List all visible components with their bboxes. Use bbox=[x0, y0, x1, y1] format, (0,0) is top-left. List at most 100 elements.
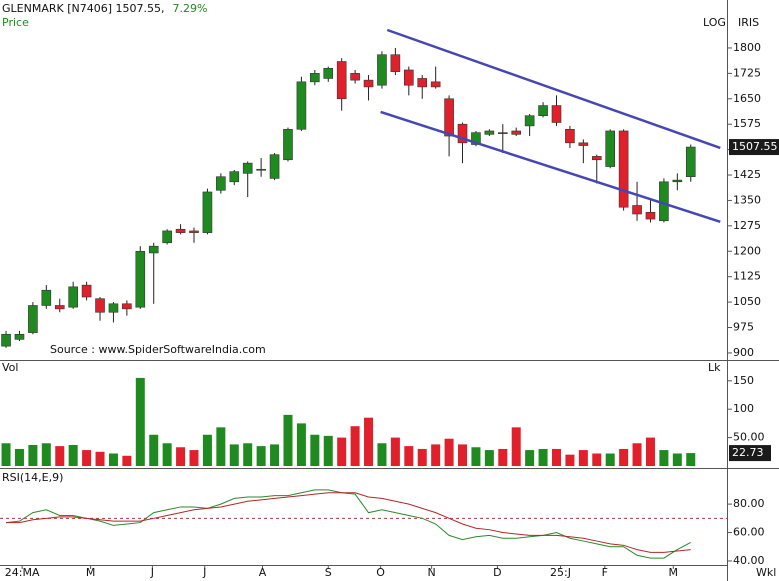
candle-body bbox=[14, 333, 25, 340]
volume-bar bbox=[404, 446, 414, 466]
candle-body bbox=[122, 303, 132, 310]
candle-body bbox=[430, 81, 441, 88]
candle-body bbox=[68, 286, 78, 308]
candle-body bbox=[242, 162, 253, 174]
candle-body bbox=[135, 250, 146, 308]
chart-title: GLENMARK [N7406] 1507.55, 7.29% bbox=[2, 2, 207, 15]
volume-bar bbox=[216, 427, 226, 466]
candle-body bbox=[323, 67, 334, 79]
candle-body bbox=[216, 176, 226, 191]
y-tick-label: 40.00 bbox=[733, 554, 765, 567]
x-tick-label: F bbox=[602, 566, 608, 579]
volume-bar bbox=[243, 443, 253, 466]
volume-bar bbox=[323, 435, 333, 466]
volume-bar bbox=[82, 450, 92, 466]
candle-body bbox=[41, 289, 52, 306]
candle-body bbox=[471, 132, 481, 145]
volume-bar bbox=[189, 450, 199, 466]
candle-body bbox=[551, 105, 562, 123]
volume-bar bbox=[659, 450, 669, 466]
volume-bar bbox=[162, 443, 172, 466]
candle-body bbox=[404, 69, 414, 86]
change: 7.29% bbox=[173, 2, 208, 15]
mode-button[interactable]: IRIS bbox=[738, 16, 759, 29]
volume-bar bbox=[431, 444, 441, 466]
y-tick-label: 900 bbox=[733, 346, 754, 359]
y-tick-label: 1425 bbox=[733, 168, 761, 181]
volume-bar bbox=[511, 427, 521, 466]
volume-bar bbox=[390, 437, 400, 466]
volume-bar bbox=[578, 450, 588, 466]
candle-body bbox=[28, 305, 38, 333]
y-tick-label: 1200 bbox=[733, 244, 761, 257]
volume-bar bbox=[538, 448, 548, 466]
volume-bar bbox=[364, 417, 374, 466]
x-tick-label: J bbox=[150, 566, 154, 579]
candle-body bbox=[524, 115, 535, 127]
candle-body bbox=[672, 179, 683, 183]
volume-bar bbox=[458, 444, 468, 466]
x-tick-label: M bbox=[669, 566, 679, 579]
candle-body bbox=[591, 156, 602, 161]
volume-bar bbox=[645, 437, 655, 466]
scale-button[interactable]: LOG bbox=[703, 16, 726, 29]
y-tick-label: 50.00 bbox=[733, 431, 765, 444]
volume-bar bbox=[350, 426, 360, 466]
period-label: Wkl bbox=[756, 566, 776, 579]
candle-body bbox=[350, 73, 360, 81]
volume-bar bbox=[565, 454, 575, 466]
x-tick-label: 25:J bbox=[550, 566, 571, 579]
y-tick-label: 1575 bbox=[733, 117, 761, 130]
volume-bar bbox=[1, 443, 11, 466]
volume-bar bbox=[619, 448, 629, 466]
candle-body bbox=[269, 154, 280, 179]
last-volume-box bbox=[729, 445, 771, 462]
volume-bar bbox=[108, 453, 118, 466]
candle-body bbox=[605, 130, 615, 167]
volume-bar bbox=[55, 446, 65, 466]
last-volume-label: 22.73 bbox=[732, 446, 764, 459]
volume-bar bbox=[310, 434, 320, 466]
volume-bar bbox=[672, 453, 682, 466]
volume-bar bbox=[122, 455, 132, 466]
candle-body bbox=[685, 146, 696, 178]
x-tick-label: D bbox=[493, 566, 501, 579]
y-tick-label: 975 bbox=[733, 321, 754, 334]
candle-body bbox=[457, 123, 468, 144]
candle-body bbox=[632, 205, 642, 215]
volume-bar bbox=[149, 434, 159, 466]
y-tick-label: 1125 bbox=[733, 270, 761, 283]
volume-bar bbox=[592, 453, 602, 466]
last-price-label: 1507.55 bbox=[732, 140, 778, 153]
candle-body bbox=[54, 305, 65, 310]
candle-body bbox=[189, 230, 199, 233]
volume-bar bbox=[28, 444, 38, 466]
volume-bar bbox=[337, 437, 347, 466]
volume-bar bbox=[202, 434, 212, 466]
source-note: Source : www.SpiderSoftwareIndia.com bbox=[50, 343, 266, 356]
volume-bar bbox=[686, 453, 696, 466]
last-price-box bbox=[729, 139, 779, 156]
x-tick-label: J bbox=[202, 566, 206, 579]
candle-body bbox=[363, 79, 374, 88]
y-tick-label: 1800 bbox=[733, 41, 761, 54]
trend-line bbox=[386, 28, 721, 150]
volume-bar bbox=[471, 447, 481, 466]
candle-body bbox=[390, 54, 401, 72]
candle-body bbox=[148, 245, 159, 254]
candle-body bbox=[202, 191, 213, 233]
volume-bar bbox=[229, 444, 239, 466]
volume-bar bbox=[176, 447, 186, 466]
volume-bar bbox=[632, 443, 642, 466]
rsi-line bbox=[6, 492, 691, 553]
candle-body bbox=[578, 142, 589, 146]
volume-bar bbox=[135, 377, 145, 466]
y-tick-label: 1050 bbox=[733, 295, 761, 308]
candle-body bbox=[511, 130, 522, 135]
volume-bar bbox=[14, 448, 24, 466]
volume-bar bbox=[525, 450, 535, 466]
candle-body bbox=[336, 61, 347, 100]
y-tick-label: 80.00 bbox=[733, 497, 765, 510]
